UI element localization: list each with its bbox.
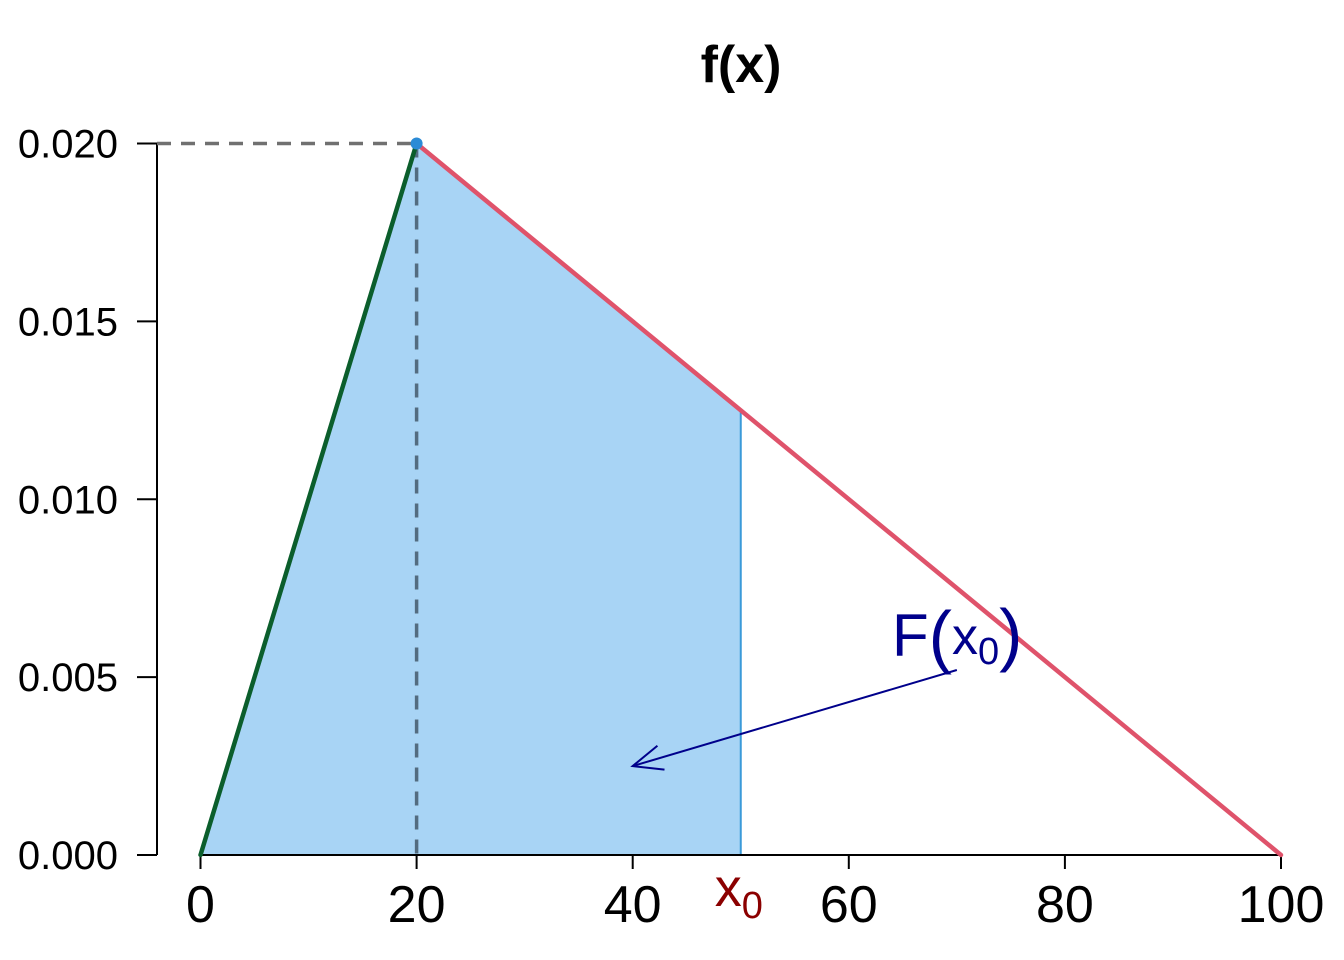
plot-area: 0 20 40 60 80 1000.0000.0050.0100.0150.020x0F… <box>18 123 1324 935</box>
density-line-rising <box>198 141 419 858</box>
annotation-arrow-shaft <box>632 669 958 768</box>
x-tick-label: 60 <box>820 876 878 934</box>
y-tick-label: 0.020 <box>18 123 118 167</box>
annotation-label-subscript: 0 <box>978 631 999 673</box>
annotation-label-close-paren: ) <box>999 595 1022 673</box>
x-tick-label: 40 <box>604 876 662 934</box>
annotation-arrow-head <box>630 744 665 771</box>
y-tick-label: 0.010 <box>18 478 118 522</box>
annotation-label-cdf: F(x0) <box>892 595 1022 675</box>
chart-title: f(x) <box>701 36 782 94</box>
x-tick-label: 100 <box>1238 876 1325 934</box>
y-tick-label: 0.015 <box>18 300 118 344</box>
annotation-label-open-paren: ( <box>929 597 952 675</box>
x-tick-label: 80 <box>1036 876 1094 934</box>
y-tick-label: 0.005 <box>18 656 118 700</box>
x-tick-label: 0 <box>186 876 215 934</box>
y-tick-label: 0.000 <box>18 834 118 878</box>
x0-marker-subscript: 0 <box>742 885 763 927</box>
annotation-label-variable: x <box>952 608 978 666</box>
shaded-area-cdf <box>200 143 741 855</box>
x-tick-label: 20 <box>388 876 446 934</box>
density-line-falling <box>414 141 1284 858</box>
mode-point <box>410 137 423 150</box>
x0-marker-label: x0 <box>715 858 763 927</box>
annotation-label-main: F <box>892 602 929 669</box>
